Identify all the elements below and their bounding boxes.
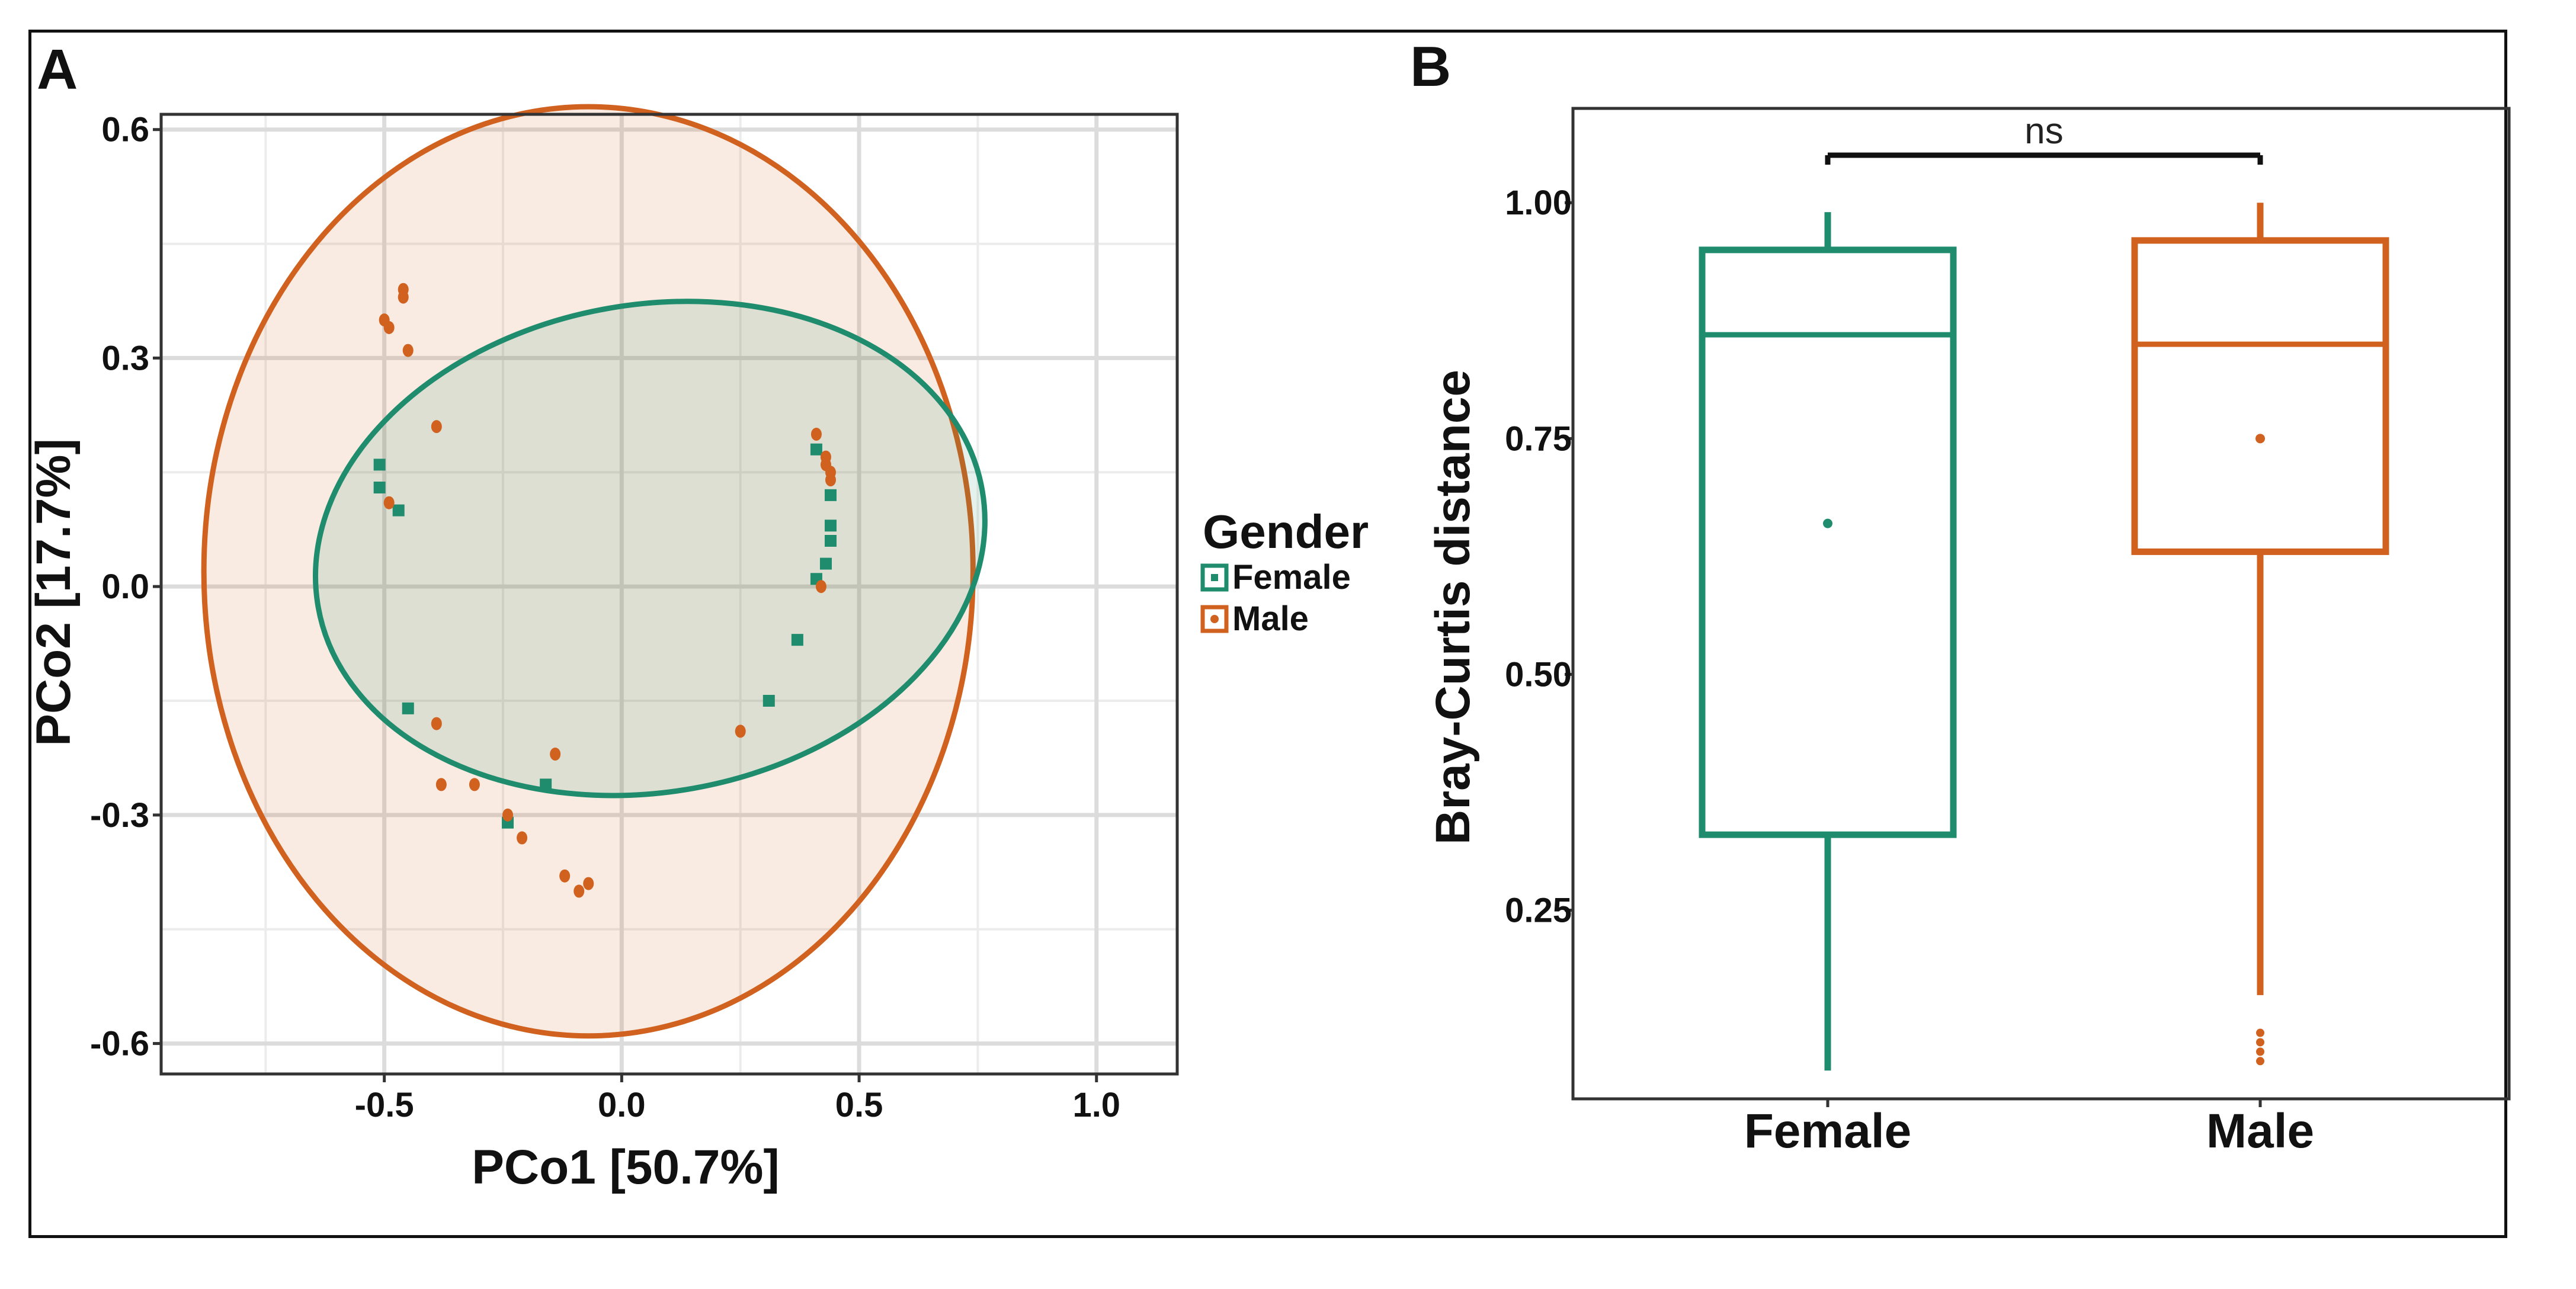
point-male [383,496,395,509]
box-iqr [1699,246,1957,838]
box-iqr [2131,237,2389,555]
point-female [762,695,775,707]
y-tick-label: 0.50 [1505,655,1572,694]
box-male [2131,203,2389,1066]
legend-male-key [1200,605,1229,633]
legend-item-male: Male [1200,599,1309,638]
x-tick-label: 1.0 [1072,1086,1120,1124]
point-female [373,482,386,493]
pcoa-x-axis: -0.5 0.0 0.5 1.0 [355,1074,1120,1124]
point-female [824,520,837,532]
point-female [810,443,822,456]
ellipse-male [201,104,976,1039]
x-tick-label: 0.0 [598,1086,646,1124]
pcoa-y-axis: -0.6 -0.3 0.0 0.3 0.6 [90,111,161,1063]
legend-male-label: Male [1232,599,1309,638]
point-male [810,428,822,441]
y-tick-label: 0.75 [1505,419,1572,458]
point-male [559,869,571,883]
outlier-point [2256,1047,2264,1056]
point-male [431,717,442,730]
outlier-point [2256,1038,2264,1047]
y-tick-label: -0.6 [90,1025,149,1063]
outlier-point [2256,1057,2264,1066]
point-male [735,724,746,738]
outlier-point [2256,1028,2264,1037]
point-male [469,778,480,791]
point-female [402,702,414,714]
point-female [791,634,803,646]
boxplot-x-axis: Female Male [1744,1099,2314,1158]
x-tick-label: 0.5 [835,1086,883,1124]
boxplot-y-axis: 0.25 0.50 0.75 1.00 [1505,184,1573,930]
pcoa-plot: -0.5 0.0 0.5 1.0 -0.6 -0.3 0.0 0.3 0.6 PCo1 [50… [27,104,1179,1194]
point-male [402,344,414,357]
point-male [431,420,442,434]
y-tick-label: -0.3 [90,796,149,835]
boxplot-y-axis-title: Bray-Curtis distance [1426,370,1480,845]
point-male [573,884,585,898]
x-tick-label-female: Female [1744,1104,1912,1158]
pcoa-y-axis-title: PCo2 [17.7%] [27,438,81,746]
boxplot-border [1571,107,2511,1101]
y-tick-label: 0.0 [101,567,149,606]
point-female [373,458,386,471]
point-female [824,489,837,501]
point-male [583,877,594,890]
point-female [540,778,552,791]
pcoa-grid [161,114,1177,1074]
point-male [398,290,409,304]
y-tick-label: 1.00 [1505,184,1572,222]
x-tick-label-male: Male [2206,1104,2314,1158]
legend-female-key [1200,563,1229,592]
point-male [815,580,826,594]
x-tick-label: -0.5 [355,1086,414,1124]
significance-bracket: ns [1825,111,2263,165]
point-female [824,535,837,547]
legend: Gender Female Male [1200,505,1369,638]
panel-b-label: B [1410,35,1451,98]
point-female [392,504,405,517]
legend-female-label: Female [1232,558,1351,597]
box-female [1699,212,1957,1071]
point-male [517,831,528,845]
boxplot: 0.25 0.50 0.75 1.00 Female Male ns Bray-Curt… [1426,107,2511,1158]
panel-a-label: A [37,38,78,101]
boxplot-marks [1699,203,2389,1071]
legend-item-female: Female [1200,558,1351,597]
mean-point [1823,518,1832,528]
legend-title: Gender [1203,505,1369,558]
pcoa-plot-border [159,113,1179,1076]
point-female [819,557,832,570]
point-male [435,778,447,791]
point-male [502,808,514,822]
legend-male-symbol [1210,615,1219,623]
pcoa-x-axis-title: PCo1 [50.7%] [472,1140,780,1194]
legend-female-symbol [1211,574,1218,581]
y-tick-label: 0.25 [1505,892,1572,930]
y-tick-label: 0.6 [101,111,149,149]
point-male [383,321,395,334]
y-tick-label: 0.3 [101,339,149,377]
pcoa-ellipses [201,104,988,1039]
mean-point [2255,434,2265,444]
significance-label: ns [2024,111,2063,152]
ellipse-female [313,299,988,799]
pcoa-points [373,283,837,898]
point-male [550,748,561,761]
point-male [825,473,836,487]
